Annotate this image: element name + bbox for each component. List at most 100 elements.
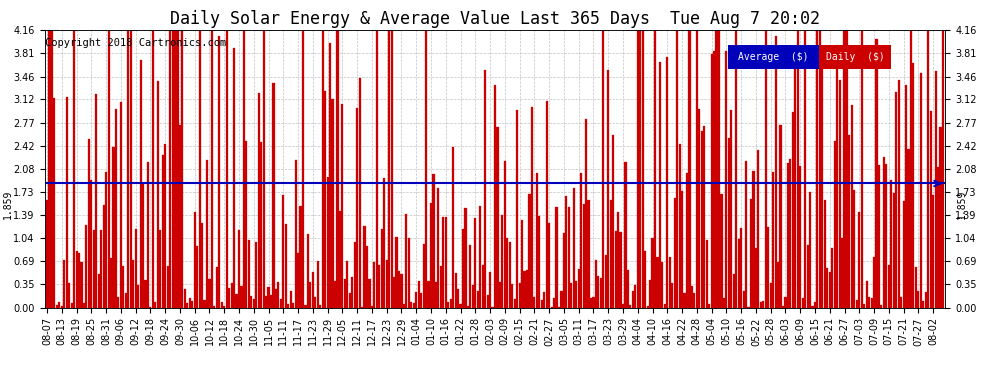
Bar	[386, 260, 388, 308]
Bar	[617, 213, 619, 308]
Bar	[592, 297, 595, 307]
Bar	[477, 291, 479, 308]
Bar	[309, 282, 312, 308]
Bar	[438, 188, 440, 308]
Bar	[664, 304, 666, 307]
Bar	[837, 45, 839, 308]
Bar	[344, 279, 346, 308]
Bar	[764, 30, 767, 308]
Bar	[454, 273, 456, 308]
Bar	[524, 272, 526, 308]
Bar	[745, 160, 747, 308]
Bar	[135, 229, 137, 308]
Bar	[383, 178, 385, 308]
Bar	[98, 274, 100, 308]
Bar	[218, 36, 221, 308]
Bar	[300, 206, 302, 308]
Bar	[930, 111, 932, 308]
Bar	[327, 177, 329, 308]
Bar	[371, 306, 373, 308]
Bar	[850, 105, 853, 308]
Bar	[940, 127, 941, 308]
Bar	[319, 305, 322, 308]
Bar	[630, 304, 632, 307]
Bar	[110, 258, 112, 308]
Bar	[108, 30, 110, 308]
Bar	[120, 102, 122, 308]
Bar	[600, 278, 602, 308]
Bar	[166, 266, 168, 308]
Bar	[351, 277, 353, 308]
Bar	[832, 248, 834, 308]
Bar	[132, 260, 135, 308]
Bar	[472, 285, 474, 308]
Bar	[88, 139, 90, 308]
Bar	[759, 302, 762, 307]
Bar	[716, 30, 718, 308]
Bar	[610, 200, 612, 308]
Bar	[607, 70, 609, 308]
Bar	[398, 271, 400, 308]
Bar	[839, 80, 841, 308]
Bar	[353, 242, 355, 308]
Bar	[883, 157, 885, 308]
Bar	[149, 307, 151, 308]
Bar	[322, 30, 324, 308]
Bar	[615, 231, 617, 308]
Bar	[573, 188, 575, 308]
Bar	[58, 302, 60, 307]
Bar	[555, 207, 557, 308]
Bar	[649, 280, 651, 308]
Bar	[646, 306, 648, 308]
Bar	[423, 244, 425, 308]
Bar	[686, 173, 688, 308]
Bar	[337, 30, 339, 308]
Bar	[151, 30, 153, 308]
Bar	[381, 229, 383, 308]
Bar	[226, 30, 228, 308]
Bar	[80, 262, 82, 308]
Bar	[595, 260, 597, 308]
Bar	[933, 195, 935, 308]
Bar	[504, 161, 506, 308]
Bar	[70, 303, 72, 307]
Bar	[400, 274, 403, 308]
Bar	[563, 233, 565, 308]
Bar	[363, 226, 365, 308]
Bar	[449, 299, 451, 307]
Bar	[870, 298, 872, 307]
Bar	[580, 172, 582, 308]
Bar	[334, 281, 336, 308]
Bar	[209, 279, 211, 308]
Bar	[113, 147, 115, 308]
Bar	[536, 173, 538, 308]
Bar	[221, 302, 223, 307]
Bar	[888, 265, 890, 308]
Bar	[430, 204, 432, 308]
Bar	[272, 83, 274, 308]
Bar	[814, 302, 816, 307]
Bar	[137, 285, 140, 308]
Bar	[368, 279, 370, 308]
Bar	[703, 126, 705, 308]
Bar	[484, 69, 486, 308]
Bar	[164, 144, 166, 308]
Bar	[787, 164, 789, 308]
Bar	[467, 306, 469, 308]
Bar	[169, 30, 171, 308]
Bar	[789, 159, 791, 308]
Bar	[794, 57, 796, 308]
Bar	[728, 138, 730, 308]
Bar	[147, 162, 148, 308]
Bar	[521, 220, 523, 308]
Bar	[726, 51, 728, 308]
Bar	[265, 296, 267, 307]
Bar	[622, 304, 624, 307]
Bar	[632, 291, 634, 308]
Bar	[469, 245, 471, 308]
Bar	[640, 30, 642, 308]
Bar	[635, 285, 637, 308]
Bar	[683, 293, 686, 308]
Bar	[681, 190, 683, 308]
Bar	[903, 201, 905, 308]
